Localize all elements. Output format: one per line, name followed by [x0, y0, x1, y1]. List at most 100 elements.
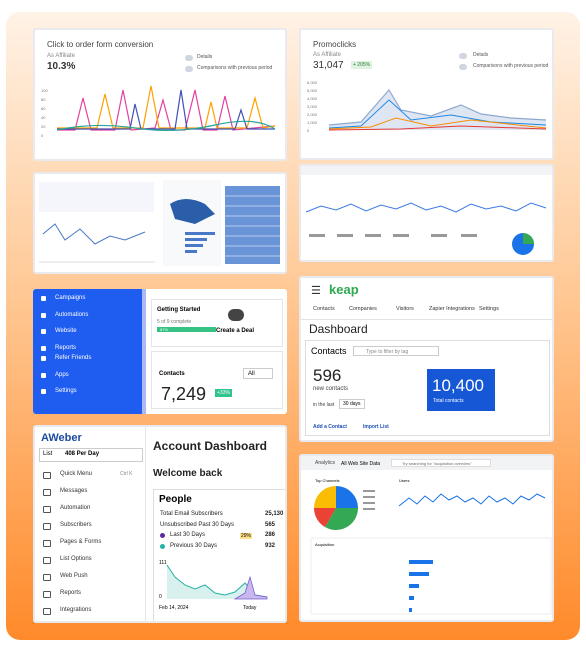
web-analytics-panel: [299, 164, 554, 262]
list-label: List: [43, 451, 53, 457]
menu-item[interactable]: Campaigns: [55, 295, 86, 301]
menu-item[interactable]: Automation: [60, 505, 91, 511]
menu-icon: [41, 372, 46, 378]
sidebar: [33, 289, 142, 414]
menu-item[interactable]: Reports: [55, 344, 77, 351]
menu-icon: [43, 557, 51, 564]
menu-item[interactable]: Web Push: [60, 573, 88, 579]
y-tick-label: 6,000: [307, 80, 318, 85]
stat-value: 932: [265, 542, 276, 549]
logo: keap: [329, 282, 359, 297]
date-start: Feb 14, 2024: [159, 605, 189, 611]
list-select[interactable]: [39, 448, 143, 462]
overview-graphics: [39, 180, 280, 266]
y-tick-label: 1,000: [307, 120, 318, 125]
menu-icon: [41, 356, 46, 361]
y-tick-label: 0: [307, 128, 310, 133]
panel-label: Top Channels: [315, 478, 340, 483]
conversion-panel: Click to order form conversion As Affili…: [33, 28, 287, 161]
nav-item[interactable]: Contacts: [313, 306, 335, 312]
legend-dot: [160, 533, 165, 538]
menu-item[interactable]: Quick Menu: [60, 471, 93, 477]
action[interactable]: Add a Contact: [313, 424, 347, 430]
y-tick-label: 0: [41, 133, 44, 138]
toggle-label: Details: [197, 54, 213, 60]
y-tick-label: 2,000: [307, 112, 318, 117]
search[interactable]: Try searching for "acquisition overview": [391, 459, 491, 467]
series-line: [328, 125, 547, 131]
stat-label: Unsubscribed Past 30 Days: [160, 521, 235, 528]
keap-panel: ☰ keap Contacts Companies Visitors Zapier I…: [299, 276, 554, 442]
line-chart: [328, 88, 547, 131]
menu-icon: [43, 540, 51, 547]
menu-icon: [41, 296, 46, 301]
stat-value: 565: [265, 521, 276, 528]
card: [153, 489, 285, 621]
toggle[interactable]: [185, 66, 193, 72]
value: 10.3%: [47, 61, 76, 72]
badge: + 205%: [351, 61, 373, 69]
search[interactable]: Type to filter by tag: [353, 346, 439, 356]
card-title: Getting Started: [157, 307, 201, 313]
progress-bar: 67%: [157, 327, 216, 332]
toggle[interactable]: [459, 64, 467, 70]
new-count: 596: [313, 366, 342, 385]
menu-item[interactable]: Automations: [55, 311, 89, 318]
y-tick-label: 100: [41, 88, 48, 93]
card-title: People: [159, 494, 192, 505]
nav-item[interactable]: Companies: [349, 306, 377, 312]
menu-item[interactable]: Integrations: [60, 607, 92, 613]
scrollbar: [142, 289, 146, 414]
total-card: [427, 369, 495, 411]
link[interactable]: Create a Deal: [216, 328, 255, 334]
card: [305, 340, 550, 436]
y-tick-label: 3,000: [307, 104, 318, 109]
menu-icon: [43, 574, 51, 581]
stat-label: Last 30 Days: [170, 532, 206, 538]
title: Promoclicks: [313, 40, 357, 49]
menu-icon: [43, 489, 51, 496]
people-chart: [166, 564, 268, 600]
menu-item[interactable]: Refer Friends: [55, 355, 92, 361]
stat-value: 286: [265, 532, 276, 538]
analytics-overview-panel: [33, 172, 287, 274]
nav-item[interactable]: Zapier Integrations: [429, 306, 475, 312]
series-line: [56, 120, 276, 131]
property[interactable]: All Web Site Data: [341, 461, 381, 467]
shortcut: Ctrl K: [120, 471, 133, 477]
toggle-label: Details: [473, 52, 489, 58]
logo: AWeber: [41, 432, 82, 444]
toggle[interactable]: [459, 53, 467, 59]
menu-item[interactable]: Subscribers: [60, 522, 92, 528]
toggle[interactable]: [185, 55, 193, 61]
nav-item[interactable]: Visitors: [396, 306, 414, 312]
y-max: 111: [159, 560, 167, 566]
menu-icon: [43, 608, 51, 615]
menu-item[interactable]: Settings: [55, 388, 77, 394]
menu-item[interactable]: Reports: [60, 590, 82, 596]
change: 29%: [240, 533, 253, 539]
new-label: new contacts: [313, 386, 349, 392]
menu-item[interactable]: List Options: [60, 556, 92, 562]
progress-text: 5 of 9 complete: [157, 319, 192, 325]
menu-item[interactable]: Apps: [55, 371, 69, 378]
nav-item[interactable]: Settings: [479, 306, 499, 312]
menu-item[interactable]: Pages & Forms: [60, 539, 102, 545]
title: Analytics: [315, 460, 336, 466]
series-line: [328, 88, 547, 126]
series-line: [328, 117, 547, 130]
subtitle: As Affiliate: [47, 53, 75, 59]
y-tick-label: 20: [41, 124, 46, 129]
subtitle: As Affiliate: [313, 52, 341, 58]
y-min: 0: [159, 594, 162, 600]
range[interactable]: 30 days: [339, 399, 365, 409]
action[interactable]: Import List: [363, 424, 389, 430]
menu-item[interactable]: Website: [55, 328, 77, 334]
menu-item[interactable]: Messages: [60, 488, 88, 494]
dropdown[interactable]: All: [243, 368, 273, 379]
toggle-label: Comparisons with previous period: [197, 65, 273, 71]
total: 10,400: [432, 376, 484, 395]
y-tick-label: 5,000: [307, 88, 318, 93]
crm-panel: Campaigns Automations Website Reports Refer …: [33, 289, 287, 414]
